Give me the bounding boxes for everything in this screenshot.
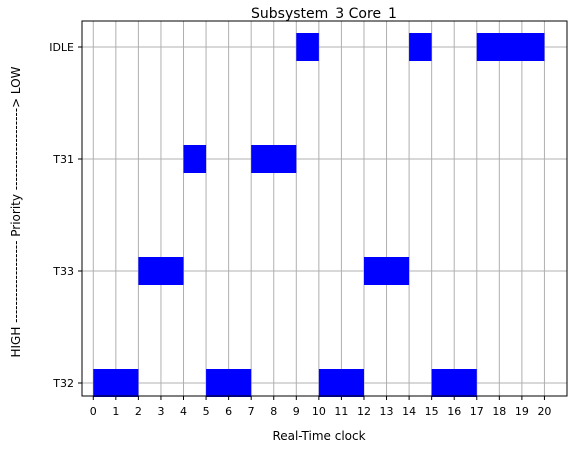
x-axis-label: Real-Time clock <box>272 429 365 443</box>
task-bar-t33 <box>138 257 184 285</box>
x-tick-label: 12 <box>357 405 371 418</box>
x-tick-layer: 0 1 2 3 4 5 6 7 8 9 10 11 12 13 14 15 16 17 18 19 20 <box>90 396 551 418</box>
x-tick-label: 16 <box>447 405 461 418</box>
x-tick-label: 0 <box>90 405 97 418</box>
task-bar-idle <box>476 33 545 61</box>
y-tick-label-idle: IDLE <box>49 41 74 54</box>
task-bar-idle <box>409 33 432 61</box>
bar-layer <box>93 33 545 397</box>
y-tick-layer: T32 T33 T31 IDLE <box>49 41 82 390</box>
x-tick-label: 5 <box>203 405 210 418</box>
task-bar-t31 <box>251 145 297 173</box>
x-tick-label: 2 <box>135 405 142 418</box>
grid-layer <box>82 21 567 396</box>
y-tick-label-t33: T33 <box>52 265 74 278</box>
x-tick-label: 9 <box>293 405 300 418</box>
x-tick-label: 17 <box>470 405 484 418</box>
x-tick-label: 8 <box>270 405 277 418</box>
task-bar-idle <box>296 33 319 61</box>
x-tick-label: 11 <box>334 405 348 418</box>
x-tick-label: 4 <box>180 405 187 418</box>
x-tick-label: 6 <box>225 405 232 418</box>
task-bar-t32 <box>93 369 139 397</box>
chart-title: Subsystem_3 Core_1 <box>251 6 397 22</box>
x-tick-label: 1 <box>112 405 119 418</box>
task-bar-t33 <box>363 257 410 285</box>
task-bar-t32 <box>206 369 252 397</box>
x-tick-label: 18 <box>492 405 506 418</box>
x-tick-label: 14 <box>402 405 416 418</box>
x-tick-label: 19 <box>515 405 529 418</box>
task-bar-t32 <box>431 369 477 397</box>
y-tick-label-t32: T32 <box>52 377 74 390</box>
y-axis-label: HIGH ------------------- Priority ------… <box>9 66 23 357</box>
x-tick-label: 13 <box>380 405 394 418</box>
plot-frame <box>81 20 568 397</box>
x-tick-label: 15 <box>425 405 439 418</box>
x-tick-label: 3 <box>157 405 164 418</box>
task-bar-t32 <box>318 369 364 397</box>
y-tick-label-t31: T31 <box>52 153 74 166</box>
x-tick-label: 7 <box>248 405 255 418</box>
x-tick-label: 20 <box>537 405 551 418</box>
task-bar-t31 <box>183 145 207 173</box>
x-tick-label: 10 <box>312 405 326 418</box>
